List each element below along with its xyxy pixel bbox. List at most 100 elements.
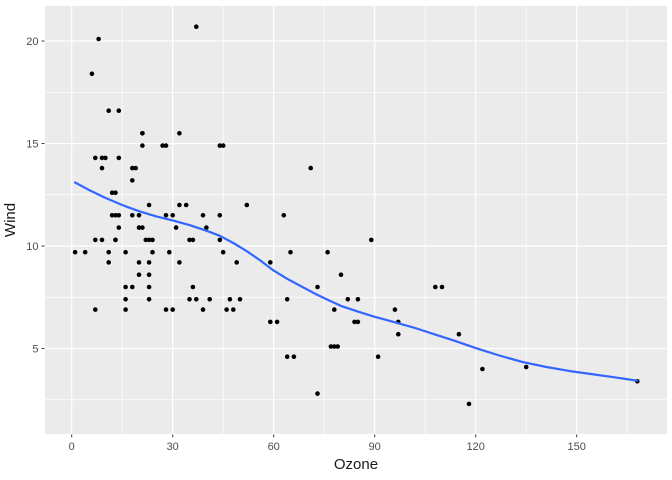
- x-tick-label: 30: [167, 441, 179, 453]
- axis-tick-labels: 0 30 60 90 120 150 5 10 15 20: [26, 36, 586, 453]
- data-point: [109, 213, 115, 218]
- y-axis-title: Wind: [2, 203, 19, 237]
- data-point: [200, 307, 206, 312]
- data-point: [217, 213, 223, 218]
- data-point: [140, 131, 145, 136]
- data-point: [93, 237, 98, 243]
- data-point: [480, 366, 485, 372]
- data-point: [231, 307, 236, 312]
- scatter-points: [72, 24, 640, 407]
- data-point: [103, 155, 108, 161]
- x-axis-title: Ozone: [334, 456, 378, 473]
- data-point: [130, 165, 135, 171]
- data-point: [99, 237, 105, 243]
- y-tick-label: 10: [26, 241, 38, 253]
- y-tick-label: 5: [32, 343, 38, 355]
- data-point: [150, 249, 155, 255]
- data-point: [113, 190, 118, 195]
- data-point: [456, 331, 462, 337]
- data-point: [123, 297, 128, 302]
- data-point: [204, 225, 209, 230]
- data-point: [328, 344, 334, 349]
- y-tick-label: 20: [26, 36, 38, 48]
- data-point: [116, 213, 122, 218]
- data-point: [187, 297, 192, 302]
- data-point: [146, 284, 152, 290]
- data-point: [220, 249, 226, 255]
- data-point: [99, 155, 105, 161]
- data-point: [325, 249, 330, 255]
- data-point: [200, 213, 206, 218]
- data-point: [146, 260, 152, 265]
- data-point: [82, 249, 88, 255]
- data-point: [439, 284, 445, 290]
- x-tick-label: 90: [369, 441, 381, 453]
- data-point: [281, 213, 287, 218]
- data-point: [284, 297, 290, 302]
- data-point: [140, 225, 145, 230]
- data-point: [220, 143, 226, 148]
- data-point: [146, 202, 152, 208]
- data-point: [136, 213, 142, 218]
- data-point: [177, 131, 182, 136]
- data-point: [130, 178, 135, 183]
- data-point: [217, 143, 223, 148]
- data-point: [284, 354, 290, 360]
- data-point: [146, 297, 152, 302]
- data-point: [177, 260, 182, 265]
- data-point: [130, 284, 135, 290]
- data-point: [466, 401, 472, 407]
- data-point: [183, 202, 189, 208]
- data-point: [291, 354, 297, 360]
- data-point: [244, 202, 250, 208]
- data-point: [72, 249, 78, 255]
- data-point: [173, 225, 179, 230]
- data-point: [96, 36, 101, 42]
- x-tick-label: 0: [69, 441, 75, 453]
- x-tick-label: 150: [568, 441, 586, 453]
- data-point: [143, 237, 149, 243]
- data-point: [163, 143, 169, 148]
- data-point: [396, 331, 401, 337]
- data-point: [106, 108, 111, 113]
- data-point: [338, 272, 344, 278]
- data-point: [332, 307, 337, 312]
- data-point: [308, 165, 314, 171]
- data-point: [392, 307, 398, 312]
- data-point: [140, 143, 145, 148]
- data-point: [160, 143, 165, 148]
- data-point: [190, 284, 196, 290]
- data-point: [369, 237, 374, 243]
- data-point: [167, 249, 172, 255]
- data-point: [268, 319, 273, 325]
- data-point: [207, 297, 212, 302]
- data-point: [315, 284, 320, 290]
- data-point: [170, 213, 175, 218]
- data-point: [106, 260, 111, 265]
- data-point: [268, 260, 273, 265]
- data-point: [116, 225, 122, 230]
- data-point: [170, 307, 175, 312]
- data-point: [315, 391, 320, 396]
- data-point: [89, 71, 95, 77]
- data-point: [288, 249, 293, 255]
- data-point: [133, 165, 138, 171]
- data-point: [106, 249, 111, 255]
- data-point: [332, 344, 337, 349]
- data-point: [194, 24, 199, 30]
- data-point: [187, 237, 192, 243]
- data-point: [113, 237, 118, 243]
- data-point: [146, 272, 152, 278]
- data-point: [99, 165, 105, 171]
- data-point: [123, 284, 128, 290]
- data-point: [130, 213, 135, 218]
- data-point: [190, 237, 196, 243]
- plot-panel: [45, 6, 667, 434]
- data-point: [352, 319, 357, 325]
- data-point: [109, 190, 115, 195]
- data-point: [123, 249, 128, 255]
- data-point: [227, 297, 233, 302]
- data-point: [237, 297, 243, 302]
- minor-gridlines: [45, 6, 667, 434]
